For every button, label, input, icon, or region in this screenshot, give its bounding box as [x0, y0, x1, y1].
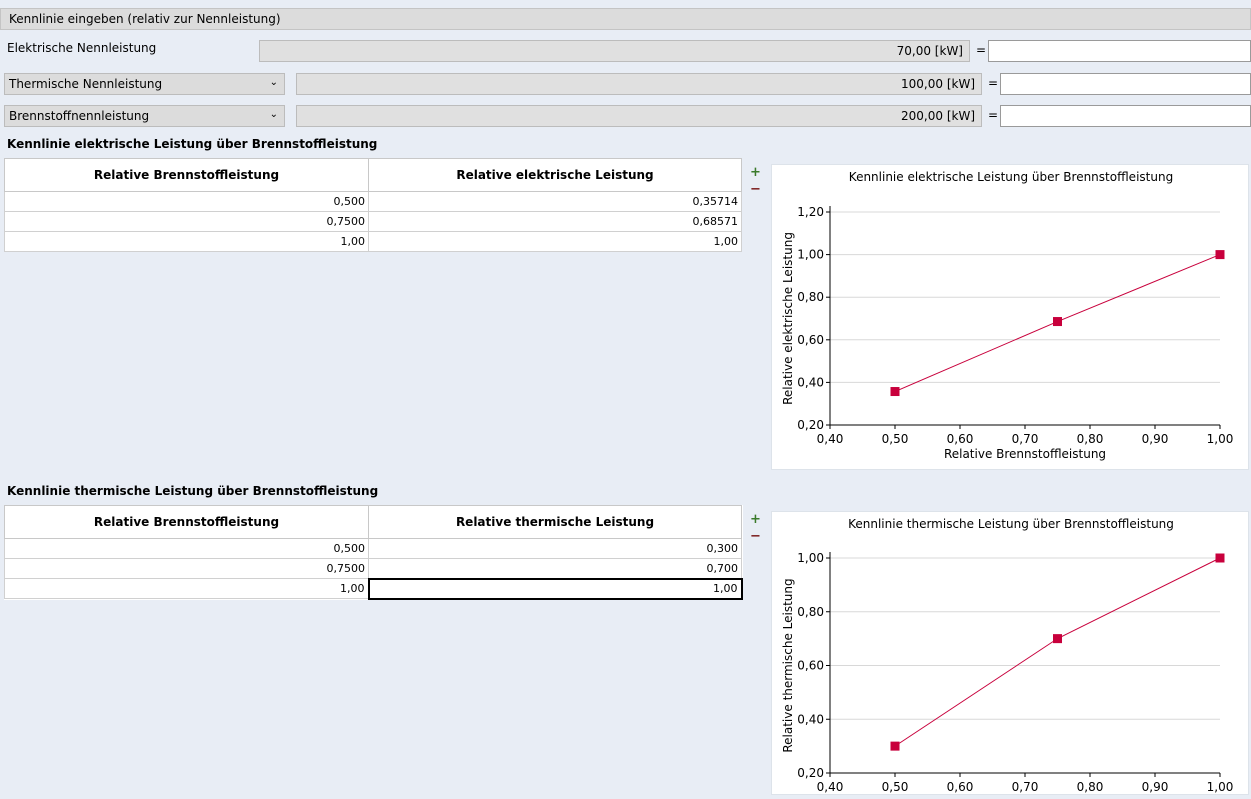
table-cell-selected[interactable]: 1,00 [367, 577, 743, 600]
section-header: Kennlinie eingeben (relativ zur Nennleis… [0, 8, 1251, 30]
x-tick-label: 0,60 [947, 432, 974, 446]
y-tick-label: 0,60 [797, 333, 824, 347]
table1-title: Kennlinie elektrische Leistung über Bren… [7, 137, 378, 151]
x-tick-label: 0,70 [1012, 780, 1039, 794]
y-axis-label: Relative thermische Leistung [781, 578, 795, 752]
chart-title: Kennlinie thermische Leistung über Brenn… [848, 517, 1174, 531]
column-header[interactable]: Relative Brennstoffleistung [4, 158, 369, 192]
chevron-down-icon: ⌄ [269, 77, 278, 88]
y-tick-label: 0,80 [797, 605, 824, 619]
table-cell[interactable]: 0,35714 [368, 191, 742, 212]
table-cell[interactable]: 0,300 [368, 538, 742, 559]
elektrische-nennleistung-value: 70,00 [kW] [259, 40, 970, 62]
x-tick-label: 0,80 [1077, 432, 1104, 446]
add-row-button[interactable]: + [750, 512, 761, 527]
y-tick-label: 1,00 [797, 551, 824, 565]
y-tick-label: 0,20 [797, 418, 824, 432]
select-label: Thermische Nennleistung [9, 77, 163, 91]
data-point [1053, 317, 1062, 327]
equals-sign: = [976, 43, 987, 57]
add-row-button[interactable]: + [750, 165, 761, 180]
x-tick-label: 0,50 [882, 780, 909, 794]
data-point [890, 741, 900, 751]
data-point [1215, 250, 1225, 260]
data-point [1215, 553, 1225, 563]
table-cell[interactable]: 0,68571 [368, 211, 742, 232]
data-point [1053, 634, 1062, 644]
equals-sign: = [988, 76, 999, 90]
x-tick-label: 0,60 [947, 780, 974, 794]
x-tick-label: 1,00 [1207, 432, 1234, 446]
thermische-nennleistung-value: 100,00 [kW] [296, 73, 982, 95]
chart-svg: Kennlinie thermische Leistung über Brenn… [781, 517, 1234, 794]
x-axis-label: Relative Brennstoffleistung [944, 447, 1106, 461]
x-tick-label: 0,40 [817, 432, 844, 446]
x-tick-label: 0,90 [1142, 780, 1169, 794]
y-tick-label: 0,60 [797, 659, 824, 673]
brennstoffnennleistung-input[interactable] [1000, 105, 1251, 127]
table-cell[interactable]: 1,00 [4, 231, 369, 252]
table-cell[interactable]: 0,7500 [4, 558, 369, 579]
column-header[interactable]: Relative thermische Leistung [368, 505, 742, 539]
elektrische-nennleistung-input[interactable] [988, 40, 1251, 62]
chevron-down-icon: ⌄ [269, 109, 278, 120]
chart-title: Kennlinie elektrische Leistung über Bren… [849, 170, 1173, 184]
y-tick-label: 1,20 [797, 205, 824, 219]
table-row: 0,500 0,300 [4, 538, 742, 559]
equals-sign: = [988, 108, 999, 122]
x-tick-label: 0,40 [817, 780, 844, 794]
thermische-nennleistung-select[interactable]: Thermische Nennleistung ⌄ [4, 73, 285, 95]
y-tick-label: 0,20 [797, 766, 824, 780]
table-row: 0,7500 0,700 [4, 558, 742, 579]
table-row: 1,00 1,00 [4, 231, 742, 252]
table2-title: Kennlinie thermische Leistung über Brenn… [7, 484, 379, 498]
x-tick-label: 0,70 [1012, 432, 1039, 446]
x-tick-label: 1,00 [1207, 780, 1234, 794]
remove-row-button[interactable]: − [750, 529, 761, 544]
thermische-nennleistung-input[interactable] [1000, 73, 1251, 95]
x-tick-label: 0,90 [1142, 432, 1169, 446]
y-tick-label: 1,00 [797, 248, 824, 262]
y-axis-label: Relative elektrische Leistung [781, 232, 795, 405]
data-point [890, 387, 900, 397]
brennstoffnennleistung-select[interactable]: Brennstoffnennleistung ⌄ [4, 105, 285, 127]
series-line [894, 557, 1221, 747]
table-cell[interactable]: 0,500 [4, 191, 369, 212]
elektrische-nennleistung-label: Elektrische Nennleistung [7, 41, 157, 55]
table-thermisch: Relative Brennstoffleistung Relative the… [4, 505, 743, 600]
table-row: 0,7500 0,68571 [4, 211, 742, 232]
table-row: 0,500 0,35714 [4, 191, 742, 212]
chart-svg: Kennlinie elektrische Leistung über Bren… [781, 170, 1234, 461]
remove-row-button[interactable]: − [750, 182, 761, 197]
table-cell[interactable]: 0,500 [4, 538, 369, 559]
column-header[interactable]: Relative Brennstoffleistung [4, 505, 369, 539]
chart-thermisch: Kennlinie thermische Leistung über Brenn… [771, 511, 1249, 795]
table-cell[interactable]: 0,7500 [4, 211, 369, 232]
y-tick-label: 0,40 [797, 375, 824, 389]
table-cell[interactable]: 1,00 [4, 578, 369, 599]
chart-elektrisch: Kennlinie elektrische Leistung über Bren… [771, 164, 1249, 470]
brennstoffnennleistung-value: 200,00 [kW] [296, 105, 982, 127]
x-tick-label: 0,80 [1077, 780, 1104, 794]
table-row: 1,00 1,00 [4, 577, 743, 600]
table-elektrisch: Relative Brennstoffleistung Relative ele… [4, 158, 742, 252]
column-header[interactable]: Relative elektrische Leistung [368, 158, 742, 192]
y-tick-label: 0,40 [797, 712, 824, 726]
select-label: Brennstoffnennleistung [9, 109, 150, 123]
table-cell[interactable]: 1,00 [368, 231, 742, 252]
y-tick-label: 0,80 [797, 290, 824, 304]
table-cell[interactable]: 0,700 [368, 558, 742, 579]
x-tick-label: 0,50 [882, 432, 909, 446]
